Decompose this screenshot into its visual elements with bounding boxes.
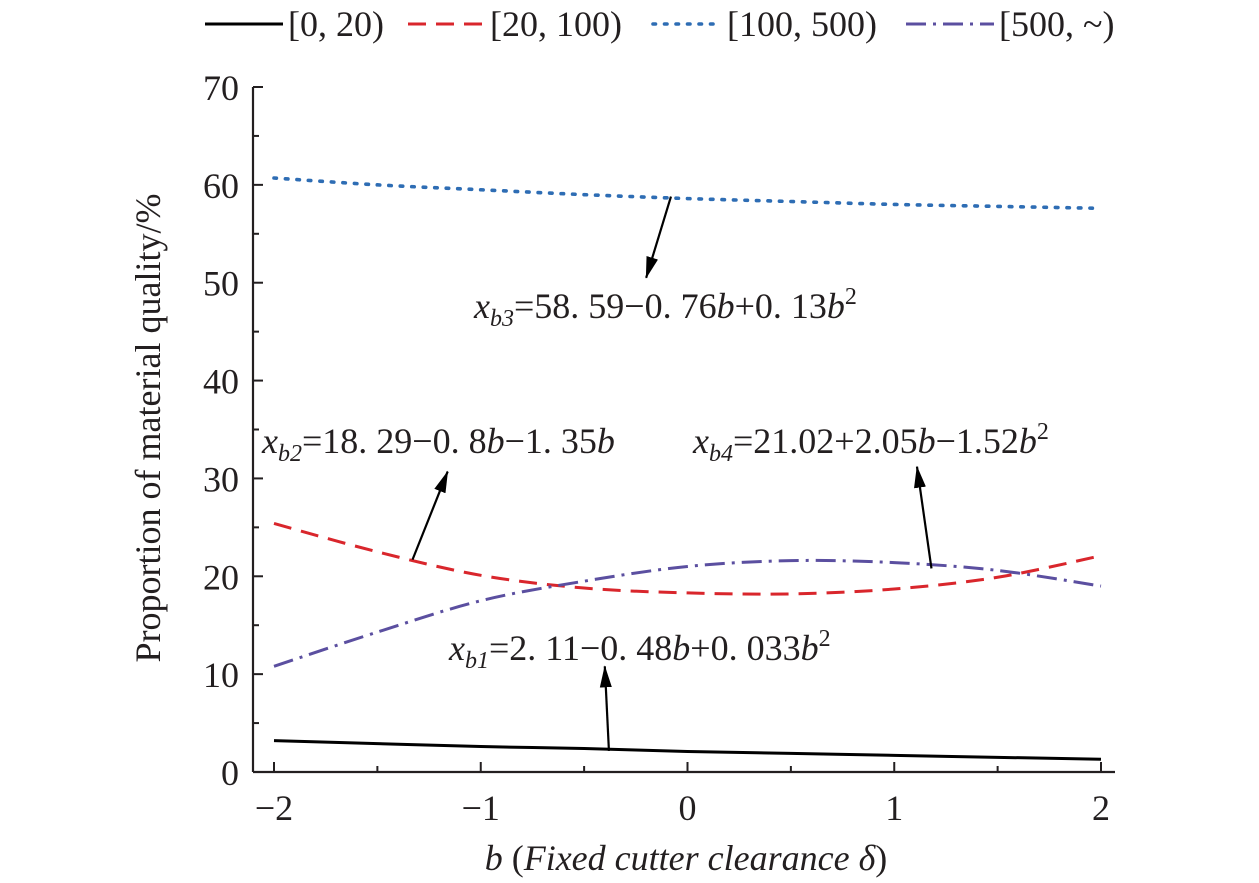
x-tick-label: −1 [462, 788, 500, 828]
legend-label-0: [0, 20) [288, 4, 384, 44]
x-tick-label: 0 [679, 788, 697, 828]
equation-b3: xb3=58. 59−0. 76b+0. 13b2 [473, 284, 857, 332]
series-line-0 [273, 739, 1102, 761]
y-axis-label: Proportion of material quality/% [128, 194, 168, 663]
equation-b4: xb4=21.02+2.05b−1.52b2 [692, 419, 1049, 467]
y-tick-label: 30 [203, 459, 239, 499]
equation-b2: xb2=18. 29−0. 8b−1. 35b [261, 421, 615, 467]
x-tick-label: 2 [1092, 788, 1110, 828]
series-line-3 [273, 558, 1102, 668]
annotation-arrow-b1 [599, 665, 612, 752]
y-tick-label: 60 [203, 166, 239, 206]
x-tick-label: 1 [885, 788, 903, 828]
plot-area: xb1=2. 11−0. 48b+0. 033b2 xb2=18. 29−0. 8… [203, 68, 1115, 828]
x-axis-label: b (Fixed cutter clearance δ) [485, 838, 888, 878]
series-line-2 [272, 176, 1103, 211]
y-tick-label: 10 [203, 655, 239, 695]
series-line-1 [273, 521, 1102, 596]
annotation-arrow-b4 [914, 465, 933, 569]
series-layer [272, 176, 1103, 761]
y-tick-label: 20 [203, 557, 239, 597]
legend: [0, 20) [20, 100) [100, 500) [500, ~) [205, 4, 1114, 44]
x-tick-label: −2 [255, 788, 293, 828]
legend-label-2: [100, 500) [727, 4, 877, 44]
y-tick-label: 70 [203, 68, 239, 108]
legend-label-1: [20, 100) [490, 4, 622, 44]
annotation-layer: xb1=2. 11−0. 48b+0. 033b2 xb2=18. 29−0. 8… [261, 196, 1049, 752]
annotation-arrow-b3 [645, 196, 673, 279]
y-tick-label: 40 [203, 362, 239, 402]
y-tick-label: 0 [221, 753, 239, 793]
y-tick-label: 50 [203, 264, 239, 304]
equation-b1: xb1=2. 11−0. 48b+0. 033b2 [448, 626, 831, 674]
legend-label-3: [500, ~) [999, 4, 1114, 44]
annotation-arrow-b2 [411, 470, 449, 561]
